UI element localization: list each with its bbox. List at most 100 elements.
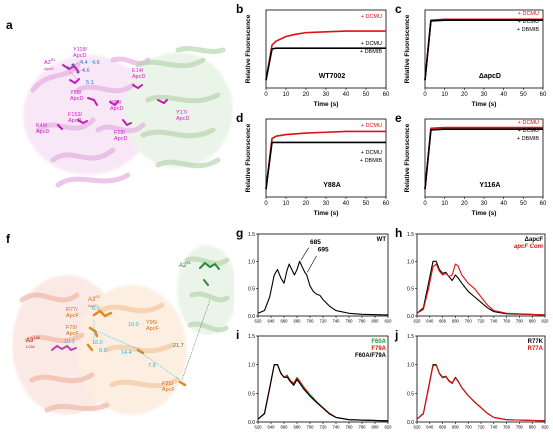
- chart-svg-c: 0 10 20 30 40 50 60 Time (s) Relative Fluorescen…: [404, 9, 547, 108]
- x-tick-label: 740: [333, 425, 341, 430]
- x-axis-label: Time (s): [314, 101, 339, 108]
- y-tick-label: 1.0: [407, 259, 414, 265]
- chart-svg-b: 0 10 20 30 40 50 60 Time (s) Relative Fluorescen…: [245, 9, 390, 108]
- label-f79-b: ApcF: [66, 331, 79, 337]
- x-tick-label: 640: [426, 319, 434, 324]
- x-tick-label: 780: [359, 319, 367, 324]
- series-line-0: [416, 364, 546, 422]
- chart-svg-g: 620 640 660 680 700 720 740 760 780 800 820 0.0 0.5 1…: [248, 232, 392, 324]
- label-r77-a: R77/: [66, 307, 78, 313]
- distance-a-1: 4.4: [80, 60, 88, 66]
- label-f153: F153/ApcD: [68, 112, 82, 124]
- strain-label: Y88A: [323, 182, 341, 189]
- legend-entry-2: + DBMIB: [360, 158, 382, 164]
- legend-entry-1: + DCMU: [361, 41, 382, 47]
- panel-letter-i: i: [236, 328, 240, 342]
- legend-entry-0: ΔapcF: [525, 237, 544, 243]
- x-tick-label: 60: [540, 92, 547, 98]
- series-line-0: [265, 30, 386, 81]
- x-tick-label: 800: [372, 425, 380, 430]
- panel-letter-h: h: [395, 226, 403, 240]
- x-tick-label: 680: [294, 425, 302, 430]
- label-y17-a: Y17/: [176, 110, 188, 116]
- series-line-1: [416, 263, 546, 316]
- label-f153-a: F153/: [68, 112, 83, 118]
- y-tick-label: 0.0: [248, 314, 255, 320]
- distance-a-2: 4.6: [82, 68, 90, 74]
- x-tick-label: 0: [264, 92, 268, 98]
- x-tick-label: 720: [478, 319, 486, 324]
- x-tick-label: 20: [461, 92, 468, 98]
- x-tick-label: 620: [255, 319, 263, 324]
- x-tick-label: 780: [359, 425, 367, 430]
- label-a3-lcm: A3186 LCM: [26, 335, 40, 350]
- x-tick-label: 720: [478, 425, 486, 430]
- x-tick-label: 660: [439, 425, 447, 430]
- legend-entry-2: + DBMIB: [517, 136, 539, 142]
- x-tick-label: 660: [439, 319, 447, 324]
- distance-f-6: 6.0: [92, 306, 100, 312]
- chart-svg-h: 620 640 660 680 700 720 740 760 780 800 820 0.0 0.5 1…: [407, 232, 550, 324]
- y-axis-label: Relative Fluorescence: [404, 14, 411, 83]
- x-tick-label: 60: [540, 201, 547, 207]
- chart-svg-e: 0 10 20 30 40 50 60 Time (s) Relative Fluorescen…: [404, 118, 547, 217]
- x-tick-label: 800: [529, 425, 537, 430]
- annotation-685: 685: [310, 239, 321, 246]
- x-tick-label: 700: [465, 319, 473, 324]
- annotation-arrow-685: [300, 247, 309, 261]
- x-tick-label: 50: [363, 92, 370, 98]
- strain-label: Y116A: [479, 182, 500, 189]
- label-f28: F28/ApcD: [114, 130, 127, 142]
- x-tick-label: 40: [343, 201, 350, 207]
- label-y118-a: Y118/: [73, 47, 87, 53]
- y-tick-label: 1.5: [248, 334, 255, 340]
- chart-svg-j: 620 640 660 680 700 720 740 760 780 800 820 0.0 0.5 1…: [407, 334, 549, 430]
- label-a3-num: 81: [50, 57, 56, 62]
- legend-entry-1: F79A: [371, 346, 386, 352]
- y-tick-label: 0.5: [248, 391, 255, 397]
- label-y95-a: Y95/: [146, 320, 158, 326]
- legend-entry-1: + DCMU: [518, 128, 539, 134]
- x-tick-label: 30: [323, 201, 330, 207]
- x-tick-label: 660: [281, 319, 289, 324]
- series-line-1: [424, 128, 543, 190]
- label-a3apcf: A3: [88, 297, 96, 303]
- x-tick-label: 660: [281, 425, 289, 430]
- label-y88-a: Y88/: [70, 90, 82, 96]
- label-y94-a: Y94/: [110, 100, 122, 106]
- label-a3-sub: ApcD: [44, 65, 54, 71]
- x-tick-label: 10: [283, 201, 290, 207]
- x-axis-label: Time (s): [472, 210, 497, 217]
- y-tick-label: 1.0: [248, 259, 255, 265]
- legend-entry-1: + DCMU: [518, 19, 539, 25]
- legend-entry-0: + DCMU: [518, 11, 539, 17]
- strain-label: ΔapcD: [479, 73, 501, 80]
- chart-g: 620 640 660 680 700 720 740 760 780 800 820 0.0 0.5 1…: [238, 226, 396, 328]
- label-a3apcf-num: 82: [95, 294, 100, 299]
- chart-c: 0 10 20 30 40 50 60 Time (s) Relative Fluorescen…: [397, 4, 553, 110]
- x-tick-label: 700: [465, 425, 473, 430]
- x-tick-label: 10: [441, 92, 448, 98]
- y-tick-label: 1.5: [248, 232, 255, 238]
- x-tick-label: 40: [500, 201, 507, 207]
- series-line-1: [257, 364, 389, 422]
- legend-entry-0: WT: [377, 237, 387, 243]
- x-tick-label: 760: [346, 425, 354, 430]
- label-a3lcm-sub: LCM: [26, 344, 35, 349]
- x-tick-label: 640: [268, 425, 276, 430]
- x-tick-label: 820: [542, 319, 550, 324]
- x-tick-label: 700: [307, 425, 315, 430]
- series-line-0: [257, 260, 389, 316]
- x-tick-label: 720: [320, 319, 328, 324]
- panel-letter-e: e: [395, 111, 402, 125]
- label-e14-b: ApcD: [132, 74, 146, 80]
- label-a3apcf-sub: ApcF: [88, 303, 98, 308]
- series-line-1: [265, 141, 386, 190]
- series-line-0: [265, 130, 386, 190]
- strain-label: WT7002: [319, 73, 346, 80]
- label-y118-b: ApcD: [73, 53, 87, 59]
- y-axis-label: Relative Fluorescence: [404, 123, 411, 192]
- x-tick-label: 10: [283, 92, 290, 98]
- series-line-1: [265, 47, 386, 81]
- legend-entry-0: + DCMU: [518, 120, 539, 126]
